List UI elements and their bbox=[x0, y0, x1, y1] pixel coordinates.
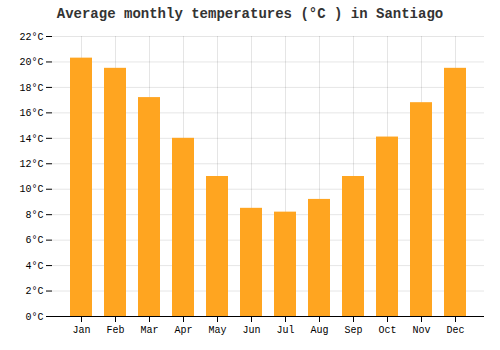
svg-text:16°C: 16°C bbox=[19, 108, 43, 119]
svg-text:Feb: Feb bbox=[106, 325, 124, 336]
svg-text:Aug: Aug bbox=[310, 325, 328, 336]
svg-text:Jun: Jun bbox=[242, 325, 260, 336]
svg-text:14°C: 14°C bbox=[19, 134, 43, 145]
svg-text:Apr: Apr bbox=[174, 325, 192, 336]
svg-text:8°C: 8°C bbox=[25, 210, 43, 221]
svg-text:Nov: Nov bbox=[412, 325, 430, 336]
svg-text:Jul: Jul bbox=[276, 325, 294, 336]
svg-text:Sep: Sep bbox=[344, 325, 362, 336]
svg-text:May: May bbox=[208, 325, 226, 336]
svg-text:18°C: 18°C bbox=[19, 83, 43, 94]
svg-text:Jan: Jan bbox=[72, 325, 90, 336]
svg-text:22°C: 22°C bbox=[19, 32, 43, 43]
svg-text:12°C: 12°C bbox=[19, 159, 43, 170]
svg-text:0°C: 0°C bbox=[25, 312, 43, 323]
svg-text:Mar: Mar bbox=[140, 325, 158, 336]
svg-text:10°C: 10°C bbox=[19, 184, 43, 195]
svg-text:2°C: 2°C bbox=[25, 286, 43, 297]
svg-text:Oct: Oct bbox=[378, 325, 396, 336]
svg-text:4°C: 4°C bbox=[25, 261, 43, 272]
html-text:Average monthly temperatures (: Average monthly temperatures (°C ) in Sa… bbox=[56, 6, 444, 22]
svg-text:Dec: Dec bbox=[446, 325, 464, 336]
svg-text:20°C: 20°C bbox=[19, 57, 43, 68]
svg-text:6°C: 6°C bbox=[25, 235, 43, 246]
